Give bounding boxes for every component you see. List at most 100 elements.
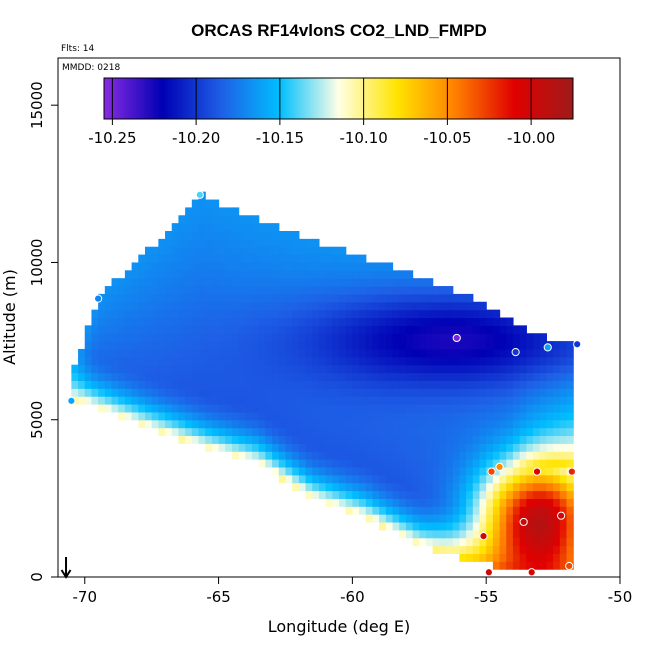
heatmap-cell <box>258 427 266 437</box>
heatmap-cell <box>365 317 374 326</box>
heatmap-cell <box>365 356 374 366</box>
heatmap-cell <box>479 466 487 476</box>
heatmap-cell <box>499 561 507 570</box>
heatmap-cell <box>459 309 467 319</box>
heatmap-cell <box>365 388 374 397</box>
heatmap-cell <box>312 238 320 248</box>
heatmap-cell <box>205 404 213 413</box>
heatmap-cell <box>292 325 300 334</box>
heatmap-cell <box>446 301 454 311</box>
heatmap-cell <box>559 427 568 437</box>
heatmap-cell <box>118 309 126 319</box>
heatmap-cell <box>439 388 447 397</box>
heatmap-cell <box>379 427 387 437</box>
heatmap-cell <box>533 348 541 358</box>
heatmap-cell <box>245 238 253 248</box>
heatmap-cell <box>506 411 514 421</box>
heatmap-cell <box>312 278 320 287</box>
heatmap-cell <box>365 459 374 468</box>
heatmap-cell <box>345 278 353 287</box>
heatmap-cell <box>419 459 427 468</box>
heatmap-cell <box>332 286 340 295</box>
heatmap-cell <box>185 348 193 358</box>
heatmap-cell <box>472 435 481 444</box>
heatmap-cell <box>98 333 106 342</box>
heatmap-cell <box>252 278 260 287</box>
heatmap-cell <box>205 348 213 358</box>
heatmap-cell <box>191 199 200 209</box>
heatmap-cell <box>191 231 200 240</box>
heatmap-cell <box>285 459 293 468</box>
heatmap-cell <box>452 404 461 413</box>
heatmap-cell <box>345 435 353 444</box>
heatmap-cell <box>211 301 220 311</box>
heatmap-cell <box>512 553 521 562</box>
heatmap-cell <box>432 404 440 413</box>
heatmap-cell <box>526 380 534 389</box>
heatmap-cell <box>526 435 534 444</box>
heatmap-cell <box>118 317 126 326</box>
heatmap-cell <box>419 325 427 334</box>
heatmap-cell <box>446 482 454 492</box>
heatmap-cell <box>144 419 153 429</box>
heatmap-cell <box>312 341 320 350</box>
heatmap-cell <box>359 309 367 319</box>
heatmap-cell <box>365 325 374 334</box>
heatmap-cell <box>339 356 347 366</box>
heatmap-cell <box>318 372 327 382</box>
heatmap-cell <box>512 419 521 429</box>
heatmap-cell <box>305 317 313 326</box>
heatmap-cell <box>258 231 266 240</box>
heatmap-cell <box>405 404 414 413</box>
heatmap-cell <box>439 286 447 295</box>
heatmap-cell <box>345 317 353 326</box>
heatmap-cell <box>91 364 99 374</box>
heatmap-cell <box>252 293 260 303</box>
heatmap-cell <box>345 286 353 295</box>
heatmap-cell <box>238 215 246 224</box>
heatmap-cell <box>332 301 340 311</box>
heatmap-cell <box>318 293 327 303</box>
heatmap-cell <box>265 380 273 389</box>
heatmap-cell <box>185 223 193 232</box>
heatmap-cell <box>205 223 213 232</box>
heatmap-cell <box>533 514 541 523</box>
heatmap-cell <box>131 270 139 279</box>
heatmap-cell <box>231 262 240 271</box>
heatmap-cell <box>238 317 246 326</box>
heatmap-cell <box>432 411 440 421</box>
heatmap-cell <box>352 490 360 499</box>
heatmap-cell <box>158 270 166 279</box>
heatmap-cell <box>138 262 146 271</box>
heatmap-cell <box>252 317 260 326</box>
heatmap-cell <box>131 364 139 374</box>
heatmap-cell <box>265 364 273 374</box>
heatmap-cell <box>211 246 220 256</box>
heatmap-cell <box>566 521 574 531</box>
heatmap-cell <box>298 301 307 311</box>
heatmap-cell <box>104 372 113 382</box>
heatmap-cell <box>506 419 514 429</box>
heatmap-cell <box>459 411 467 421</box>
heatmap-cell <box>385 490 394 499</box>
heatmap-cell <box>198 435 206 444</box>
heatmap-cell <box>412 459 420 468</box>
heatmap-cell <box>325 490 333 499</box>
heatmap-cell <box>131 301 139 311</box>
heatmap-cell <box>412 333 420 342</box>
heatmap-cell <box>439 474 447 484</box>
heatmap-cell <box>171 293 180 303</box>
heatmap-cell <box>466 364 474 374</box>
heatmap-cell <box>144 325 153 334</box>
heatmap-cell <box>218 396 226 405</box>
heatmap-cell <box>339 254 347 264</box>
heatmap-cell <box>486 333 494 342</box>
heatmap-cell <box>379 388 387 397</box>
heatmap-cell <box>506 396 514 405</box>
heatmap-cell <box>151 301 159 311</box>
heatmap-cell <box>486 356 494 366</box>
heatmap-cell <box>144 341 153 350</box>
heatmap-cell <box>305 262 313 271</box>
heatmap-cell <box>258 246 266 256</box>
heatmap-cell <box>533 356 541 366</box>
